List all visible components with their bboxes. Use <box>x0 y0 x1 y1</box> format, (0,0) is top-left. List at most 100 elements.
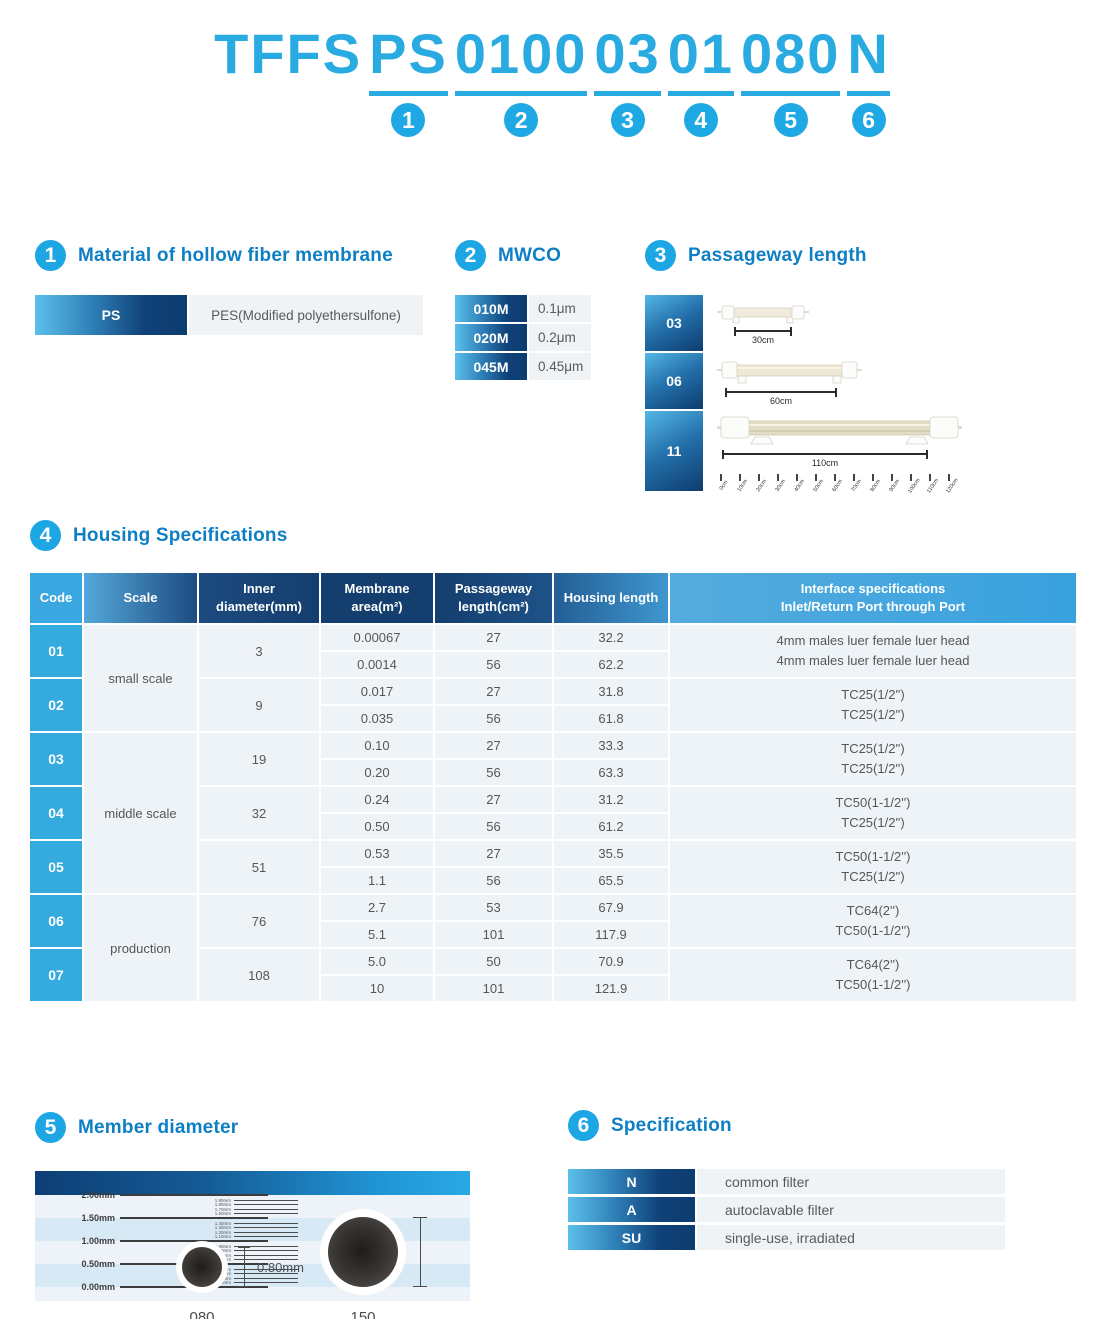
housing-length-cell: 61.8 <box>554 706 668 731</box>
section-number-badge: 6 <box>568 1110 599 1141</box>
passageway-code-cell: 03 <box>645 295 703 351</box>
ruler-minor-tick: 0.80mm <box>195 1247 298 1253</box>
membrane-area-cell: 0.035 <box>321 706 433 731</box>
section-specification: 6 Specification N common filter A autocl… <box>568 1110 1005 1250</box>
membrane-area-cell: 1.1 <box>321 868 433 893</box>
passageway-code-cell: 06 <box>645 353 703 409</box>
passageway-length-cell: 101 <box>435 976 552 1001</box>
ruler-tick: 50cm <box>813 474 825 493</box>
mwco-value-cell: 0.2μm <box>529 324 591 351</box>
mwco-row: 020M 0.2μm <box>455 324 591 351</box>
passageway-row-11: 11 110cm 0cm <box>645 411 1085 495</box>
code-segment-3: 03 3 <box>594 26 661 137</box>
inner-diameter-cell: 51 <box>199 841 319 893</box>
product-code: TFFS PS 1 0100 2 03 3 01 4 08 <box>214 26 890 137</box>
passageway-length-cell: 53 <box>435 895 552 920</box>
code-segment-text: 0100 <box>454 22 588 85</box>
section-member-diameter: 5 Member diameter 2.00mm 1.50mm 1.00mm 0… <box>35 1112 475 1319</box>
section-heading: 1 Material of hollow fiber membrane <box>35 240 423 271</box>
housing-length-cell: 67.9 <box>554 895 668 920</box>
ruler-major-tick: 2.00mm <box>65 1190 268 1200</box>
dimension-line <box>734 327 792 336</box>
dimension-label: 110cm <box>811 458 839 468</box>
mwco-row: 010M 0.1μm <box>455 295 591 322</box>
housing-length-cell: 31.8 <box>554 679 668 704</box>
code-segment-1: PS 1 <box>369 26 448 137</box>
member-code-label: 150 <box>350 1309 376 1319</box>
section-title: Member diameter <box>78 1116 239 1138</box>
ruler-minor-tick: 0.20mm <box>195 1275 298 1281</box>
housing-length-cell: 61.2 <box>554 814 668 839</box>
fiber-cross-section-080 <box>182 1247 222 1287</box>
segment-number-badge: 4 <box>683 103 718 137</box>
col-header-interface: Interface specifications Inlet/Return Por… <box>670 573 1076 623</box>
material-value-cell: PES(Modified polyethersulfone) <box>189 295 423 335</box>
diagram-header-bar <box>35 1171 470 1195</box>
interface-spec-cell: TC50(1-1/2'') TC25(1/2'') <box>670 787 1076 839</box>
code-underline <box>594 91 661 96</box>
dimension-label: 30cm <box>751 335 774 345</box>
housing-table: Code Scale Inner diameter(mm) Membrane are… <box>30 573 1076 1001</box>
ruler-major-tick: 1.50mm <box>65 1213 268 1223</box>
scale-cell: small scale <box>84 625 197 731</box>
interface-spec-cell: TC25(1/2'') TC25(1/2'') <box>670 733 1076 785</box>
mwco-value-cell: 0.1μm <box>529 295 591 322</box>
ruler-tick: 40cm <box>794 474 806 493</box>
code-underline <box>369 91 448 96</box>
col-header-housing-length: Housing length <box>554 573 668 623</box>
housing-code-cell: 03 <box>30 733 82 785</box>
passageway-length-cell: 56 <box>435 814 552 839</box>
ruler-major-tick: 0.00mm <box>65 1282 268 1292</box>
membrane-area-cell: 0.10 <box>321 733 433 758</box>
membrane-area-cell: 0.0014 <box>321 652 433 677</box>
passageway-length-cell: 27 <box>435 841 552 866</box>
housing-length-cell: 121.9 <box>554 976 668 1001</box>
section-material: 1 Material of hollow fiber membrane PS P… <box>35 240 423 335</box>
specification-row: N common filter <box>568 1169 1005 1194</box>
col-header-code: Code <box>30 573 82 623</box>
interface-spec-cell: TC64(2'') TC50(1-1/2'') <box>670 895 1076 947</box>
ruler-tick: 70cm <box>851 474 863 493</box>
section-title: Passageway length <box>688 244 867 266</box>
code-prefix: TFFS <box>214 22 363 85</box>
segment-number-badge: 1 <box>391 103 426 137</box>
cartridge-60cm-image <box>717 361 862 383</box>
membrane-area-cell: 10 <box>321 976 433 1001</box>
ruler-minor-tick: 0.90mm <box>195 1243 298 1249</box>
mwco-code-cell: 045M <box>455 353 527 380</box>
section-mwco: 2 MWCO 010M 0.1μm 020M 0.2μm 045M 0.45μm <box>455 240 591 380</box>
ruler-tick: 120cm <box>945 474 959 495</box>
mwco-row: 045M 0.45μm <box>455 353 591 380</box>
scale-cell: middle scale <box>84 733 197 893</box>
code-segment-text: 01 <box>667 22 734 85</box>
interface-spec-cell: TC50(1-1/2'') TC25(1/2'') <box>670 841 1076 893</box>
inner-diameter-cell: 76 <box>199 895 319 947</box>
ruler-major-tick: 1.00mm <box>65 1236 268 1246</box>
specification-row: SU single-use, irradiated <box>568 1225 1005 1250</box>
membrane-area-cell: 0.017 <box>321 679 433 704</box>
spec-value-cell: single-use, irradiated <box>697 1225 1005 1250</box>
interface-spec-cell: 4mm males luer female luer head 4mm males… <box>670 625 1076 677</box>
ruler-tick: 30cm <box>775 474 787 493</box>
section-heading: 2 MWCO <box>455 240 591 271</box>
ruler-minor-tick: 0.60mm <box>195 1256 298 1262</box>
section-heading: 6 Specification <box>568 1110 1005 1141</box>
inner-diameter-cell: 108 <box>199 949 319 1001</box>
inner-diameter-cell: 19 <box>199 733 319 785</box>
section-heading: 3 Passageway length <box>645 240 1085 271</box>
member-diameter-diagram: 2.00mm 1.50mm 1.00mm 0.50mm 0.00mm 1.90m… <box>35 1171 470 1319</box>
housing-length-cell: 35.5 <box>554 841 668 866</box>
code-segment-2: 0100 2 <box>454 22 588 137</box>
ruler-minor-tick: 1.70mm <box>195 1206 298 1212</box>
spec-value-cell: autoclavable filter <box>697 1197 1005 1222</box>
ruler-tick: 100cm <box>907 474 921 495</box>
housing-code-cell: 02 <box>30 679 82 731</box>
ruler-tick: 90cm <box>889 474 901 493</box>
diameter-ruler: 2.00mm 1.50mm 1.00mm 0.50mm 0.00mm 1.90m… <box>65 1190 305 1301</box>
code-underline <box>667 91 734 96</box>
ruler-minor-tick: 1.40mm <box>195 1220 298 1226</box>
section-number-badge: 2 <box>455 240 486 271</box>
ruler-minor-tick: 1.90mm <box>195 1197 298 1203</box>
code-segment-5: 080 5 <box>740 26 841 137</box>
ruler-minor-tick: 0.40mm <box>195 1266 298 1272</box>
